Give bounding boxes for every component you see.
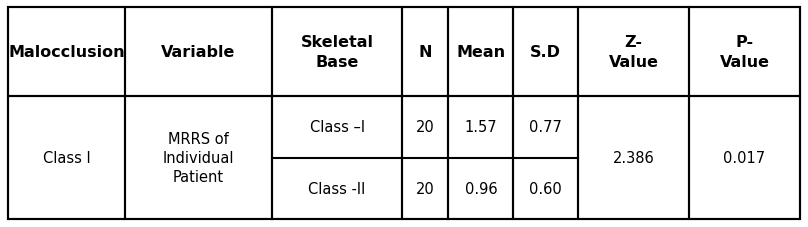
Bar xyxy=(579,97,689,219)
Text: 0.96: 0.96 xyxy=(465,181,497,196)
Text: Mean: Mean xyxy=(457,45,505,60)
Bar xyxy=(448,8,513,97)
Text: 2.386: 2.386 xyxy=(612,150,654,165)
Bar xyxy=(689,97,800,219)
Text: Skeletal
Base: Skeletal Base xyxy=(301,35,373,69)
Bar xyxy=(402,97,448,219)
Text: Class I: Class I xyxy=(43,150,90,165)
Text: 20: 20 xyxy=(416,120,435,135)
Bar xyxy=(689,8,800,97)
Bar xyxy=(513,8,579,97)
Text: Class -II: Class -II xyxy=(309,181,366,196)
Text: 20: 20 xyxy=(416,181,435,196)
Text: 0.60: 0.60 xyxy=(529,181,562,196)
Text: MRRS of
Individual
Patient: MRRS of Individual Patient xyxy=(162,131,234,184)
Text: 0.017: 0.017 xyxy=(723,150,766,165)
Text: Z-
Value: Z- Value xyxy=(608,35,659,69)
Bar xyxy=(125,8,271,97)
Bar xyxy=(271,97,402,219)
Bar xyxy=(402,8,448,97)
Text: P-
Value: P- Value xyxy=(720,35,769,69)
Bar xyxy=(271,8,402,97)
Text: Class –I: Class –I xyxy=(309,120,364,135)
Text: S.D: S.D xyxy=(530,45,562,60)
Text: Variable: Variable xyxy=(162,45,236,60)
Bar xyxy=(125,97,271,219)
Bar xyxy=(579,8,689,97)
Bar xyxy=(448,97,513,219)
Text: Malocclusion: Malocclusion xyxy=(8,45,125,60)
Text: 1.57: 1.57 xyxy=(465,120,497,135)
Bar xyxy=(8,97,125,219)
Bar xyxy=(8,8,125,97)
Bar xyxy=(513,97,579,219)
Text: 0.77: 0.77 xyxy=(529,120,562,135)
Text: N: N xyxy=(419,45,432,60)
